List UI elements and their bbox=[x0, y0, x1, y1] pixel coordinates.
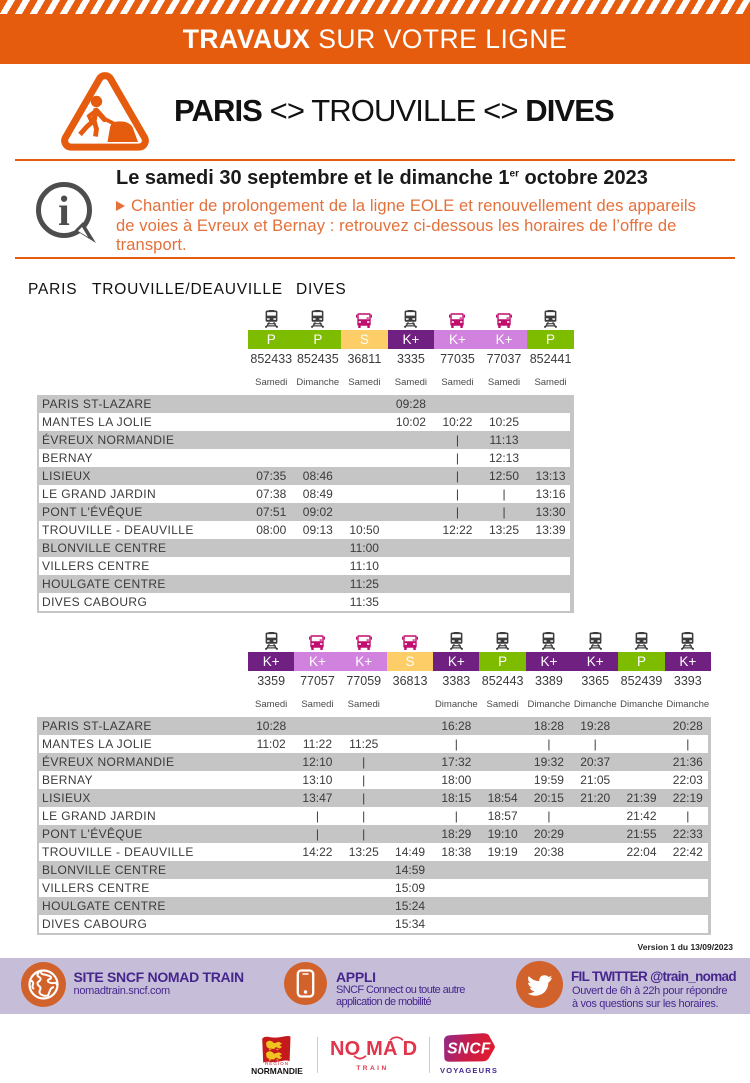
svg-text:i: i bbox=[58, 189, 70, 235]
svg-text:SNCF: SNCF bbox=[447, 1041, 491, 1058]
